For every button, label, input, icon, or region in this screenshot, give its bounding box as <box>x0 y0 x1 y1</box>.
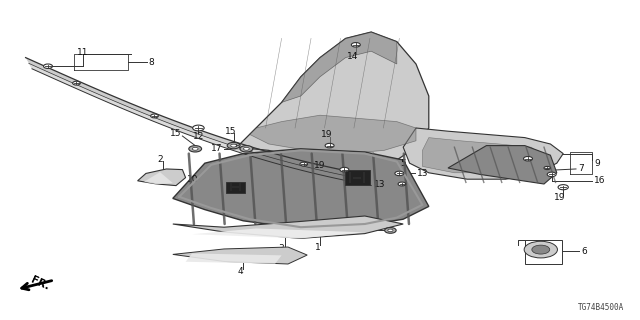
Bar <box>345 170 370 185</box>
Text: 15: 15 <box>170 129 181 138</box>
Circle shape <box>351 43 360 47</box>
Circle shape <box>300 162 308 166</box>
Polygon shape <box>403 128 563 179</box>
Circle shape <box>547 172 556 177</box>
Polygon shape <box>448 146 557 184</box>
Polygon shape <box>29 63 371 186</box>
Polygon shape <box>26 58 371 186</box>
Text: 8: 8 <box>148 58 154 67</box>
Polygon shape <box>173 149 429 229</box>
Circle shape <box>72 81 81 85</box>
Circle shape <box>232 143 240 147</box>
Circle shape <box>227 142 240 149</box>
Text: 6: 6 <box>581 247 587 256</box>
Polygon shape <box>173 247 307 264</box>
Circle shape <box>524 156 532 161</box>
Text: 14: 14 <box>347 52 358 60</box>
Circle shape <box>325 143 334 148</box>
Text: TG74B4500A: TG74B4500A <box>578 303 624 312</box>
Polygon shape <box>173 216 403 238</box>
Circle shape <box>243 147 250 150</box>
Text: 11: 11 <box>77 48 88 57</box>
Circle shape <box>544 166 550 170</box>
Text: 2: 2 <box>157 155 163 164</box>
Text: 16: 16 <box>594 176 605 185</box>
Text: 12: 12 <box>193 132 204 140</box>
Circle shape <box>395 171 404 176</box>
Text: 4: 4 <box>237 267 243 276</box>
Polygon shape <box>250 115 416 154</box>
Polygon shape <box>144 172 173 184</box>
Polygon shape <box>192 228 365 238</box>
Text: 9: 9 <box>594 159 600 168</box>
Polygon shape <box>186 253 282 264</box>
Text: 18: 18 <box>358 226 370 235</box>
Circle shape <box>398 182 406 186</box>
Circle shape <box>532 245 550 254</box>
Circle shape <box>150 114 158 118</box>
Text: 15: 15 <box>225 127 236 136</box>
Text: 5: 5 <box>400 159 406 168</box>
Polygon shape <box>422 138 544 173</box>
Circle shape <box>193 125 204 131</box>
Circle shape <box>388 229 393 232</box>
Polygon shape <box>237 32 429 166</box>
Text: 1: 1 <box>316 243 321 252</box>
Text: 19: 19 <box>554 193 566 202</box>
Polygon shape <box>138 169 186 186</box>
Circle shape <box>189 146 202 152</box>
Text: 7: 7 <box>578 164 584 173</box>
Polygon shape <box>282 32 397 102</box>
Circle shape <box>231 144 237 147</box>
Text: 13: 13 <box>417 169 428 178</box>
Text: 17: 17 <box>211 144 222 153</box>
Bar <box>227 181 244 193</box>
Circle shape <box>524 241 557 258</box>
Circle shape <box>192 147 198 150</box>
Text: 3: 3 <box>279 244 284 253</box>
Circle shape <box>340 167 349 172</box>
Circle shape <box>240 146 253 152</box>
Text: 19: 19 <box>321 130 332 139</box>
Circle shape <box>44 64 52 68</box>
Text: 13: 13 <box>374 180 386 188</box>
Text: 10: 10 <box>187 175 198 184</box>
Circle shape <box>558 185 568 190</box>
Circle shape <box>385 228 396 233</box>
Text: FR.: FR. <box>29 275 51 292</box>
Text: 19: 19 <box>314 161 325 170</box>
Bar <box>525 240 562 264</box>
